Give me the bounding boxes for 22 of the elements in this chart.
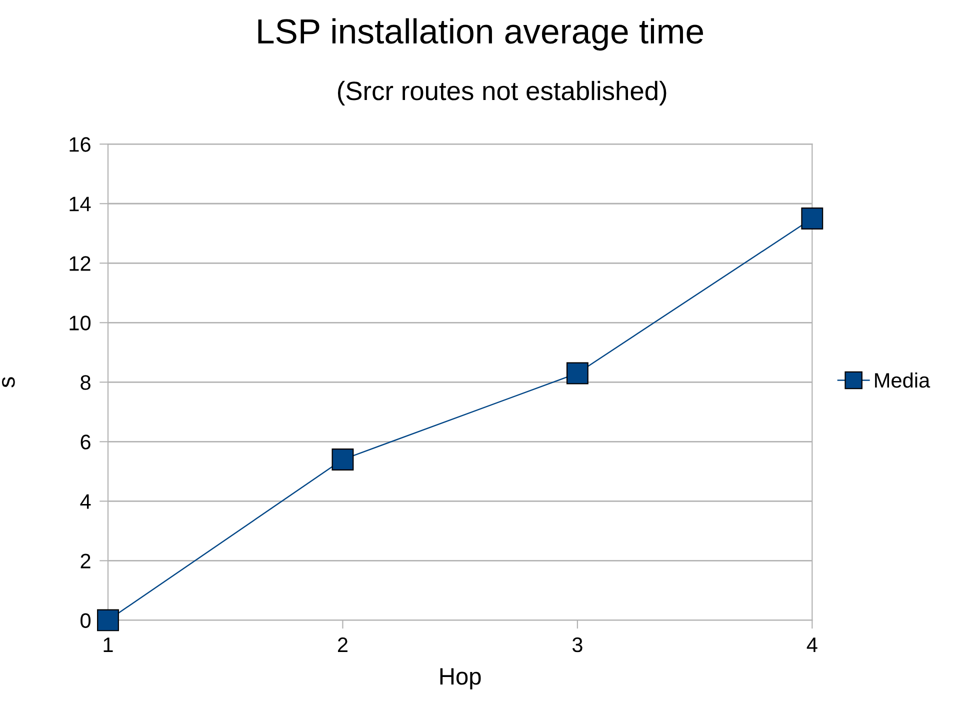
y-tick-label: 8	[80, 375, 90, 390]
y-tick-label: 12	[70, 256, 90, 271]
legend-label: Media	[875, 372, 930, 388]
x-tick-label: 1	[104, 638, 113, 652]
y-tick-label: 16	[70, 137, 90, 152]
y-axis-title: s	[2, 377, 15, 388]
x-tick-label: 3	[572, 637, 582, 652]
y-tick-label: 0	[80, 613, 91, 628]
point	[566, 362, 588, 384]
y-tick-label: 2	[80, 554, 90, 568]
x-axis-title: Hop	[440, 668, 481, 690]
y-tick-label: 10	[70, 316, 91, 330]
x-tick-label: 2	[338, 637, 348, 652]
y-tick-label: 6	[80, 434, 90, 450]
y-tick-label: 4	[80, 494, 91, 509]
point	[97, 609, 119, 632]
y-tick-label: 14	[70, 196, 91, 212]
x-tick-label: 4	[806, 638, 818, 652]
point	[332, 448, 354, 470]
point	[801, 208, 824, 230]
chart-title: LSP installation average time	[258, 18, 704, 51]
chart-subtitle: (Srcr routes not established)	[338, 80, 666, 106]
